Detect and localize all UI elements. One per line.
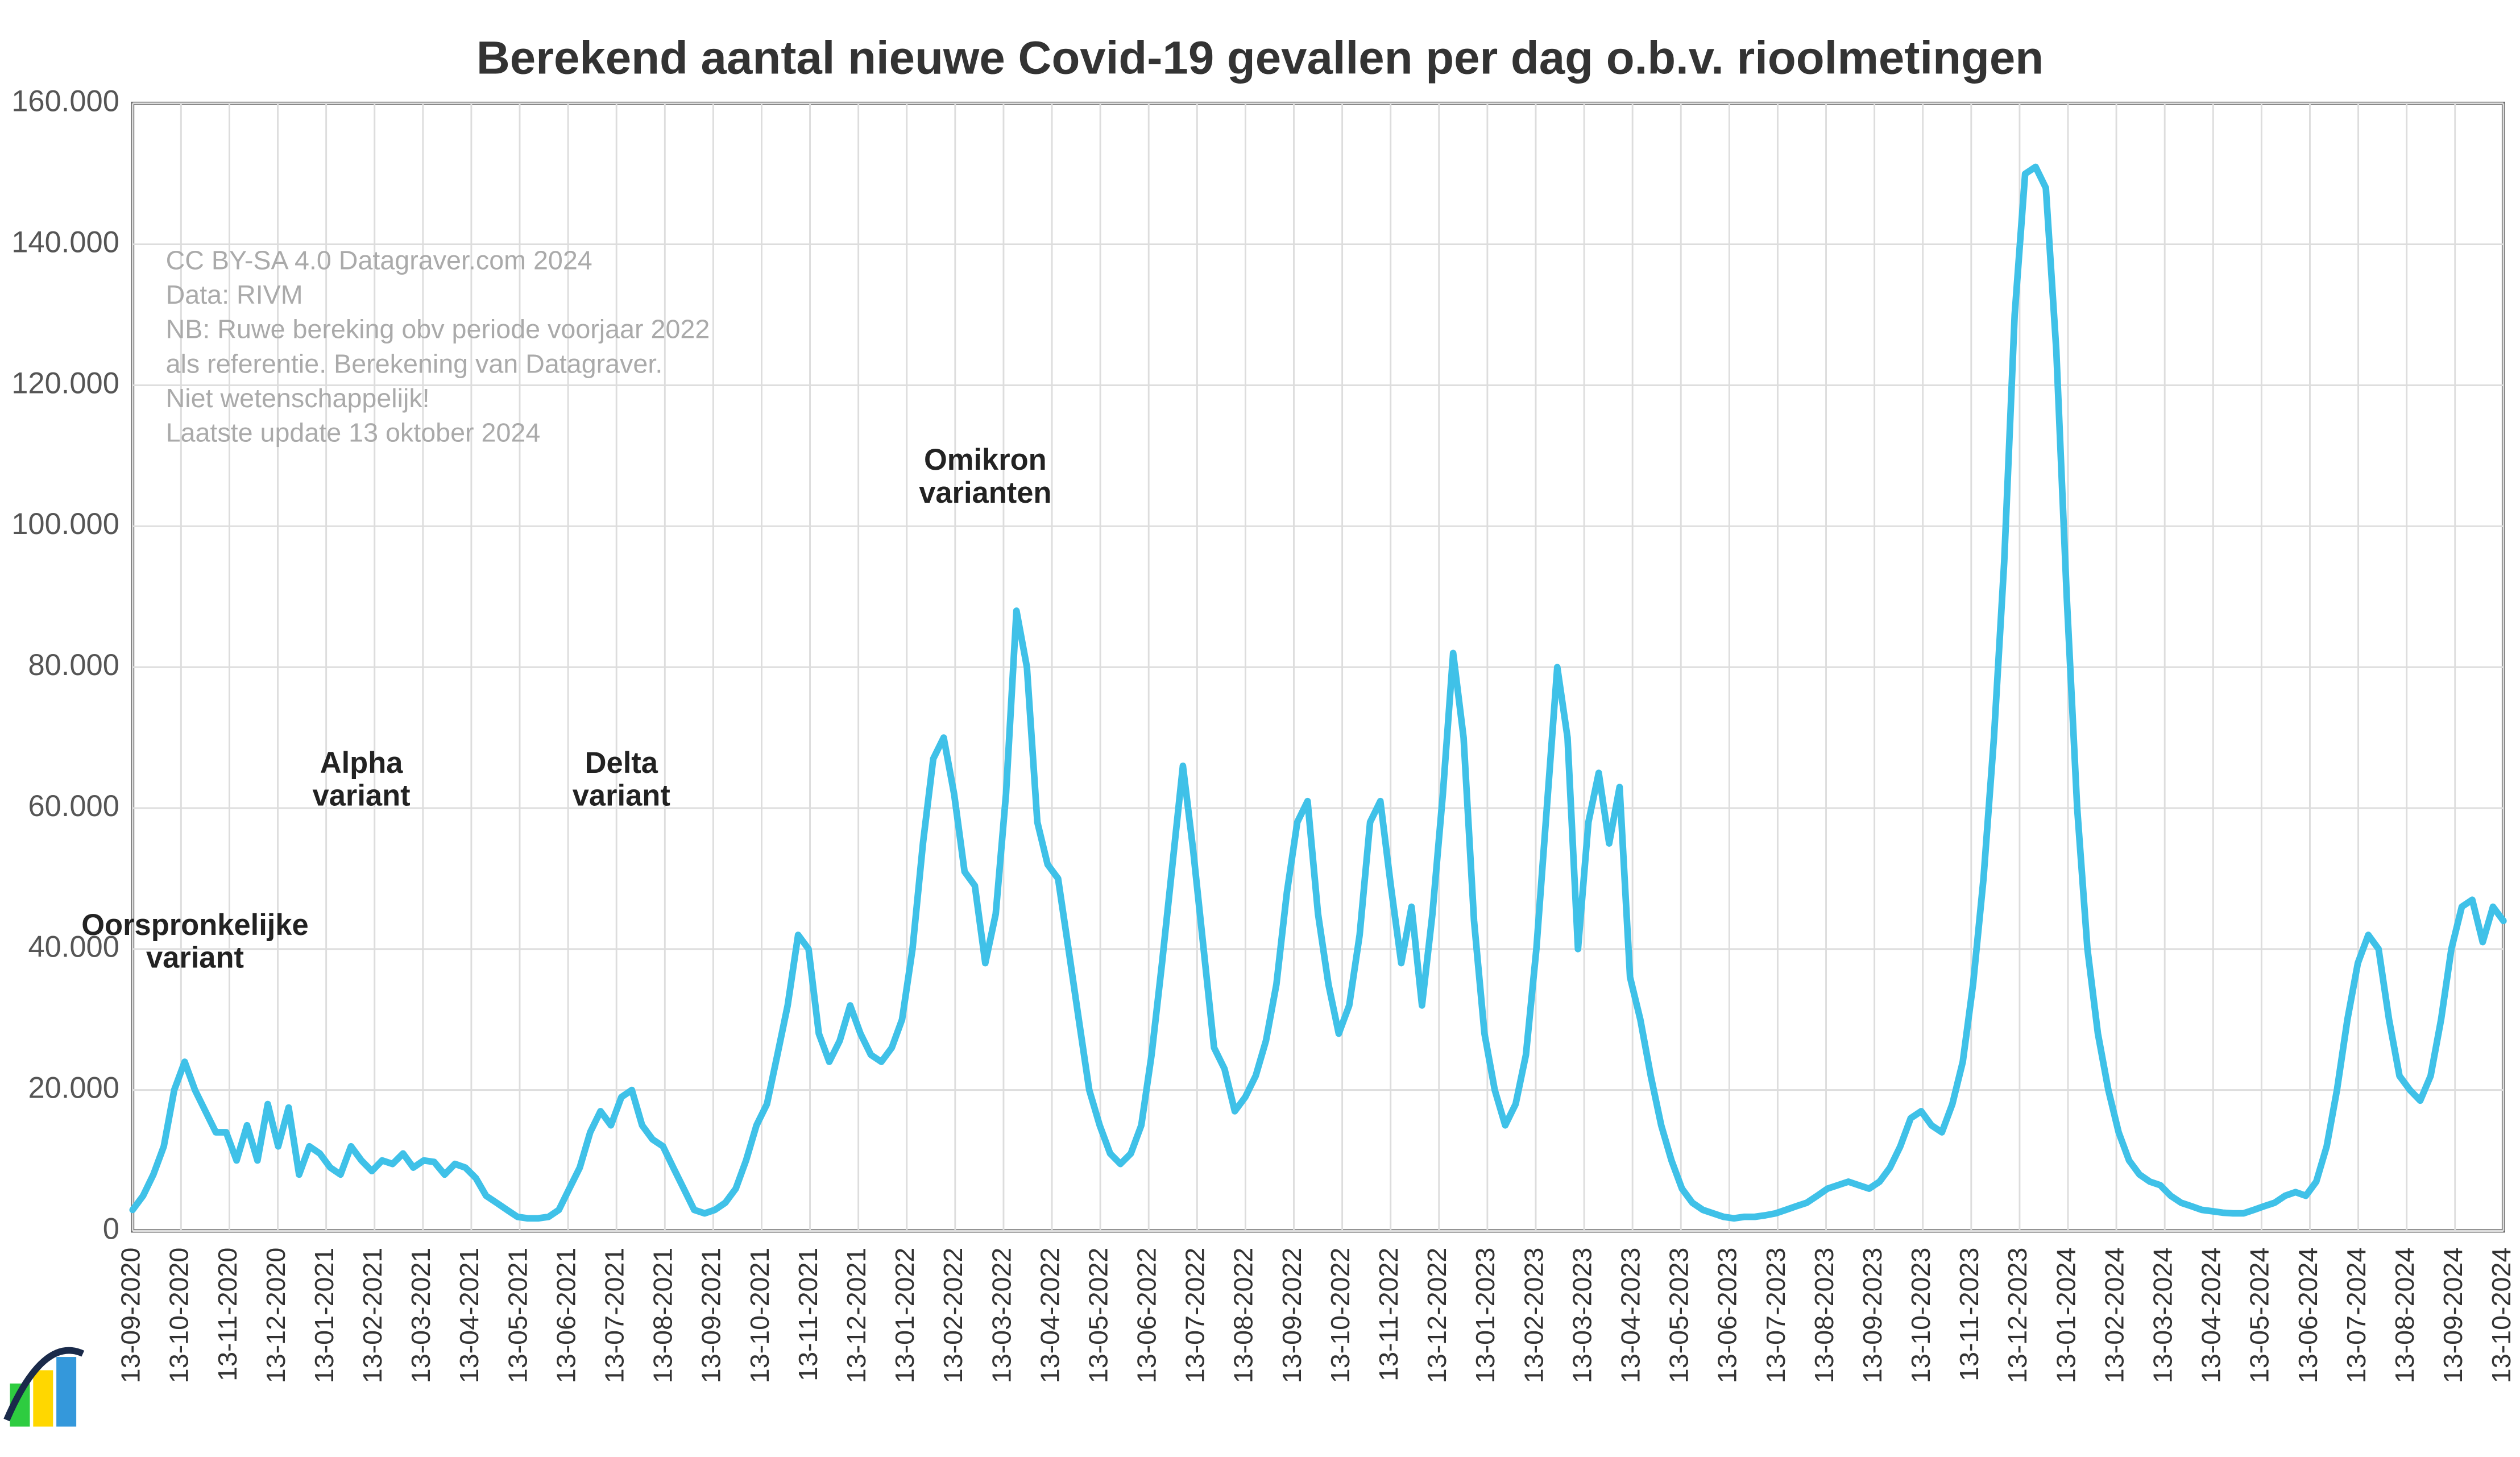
x-tick-label: 13-06-2023 <box>1713 1248 1742 1384</box>
x-tick-label: 13-07-2022 <box>1180 1248 1210 1384</box>
x-tick-label: 13-09-2023 <box>1858 1248 1887 1384</box>
x-tick-label: 13-05-2024 <box>2245 1248 2274 1384</box>
x-tick-label: 13-12-2023 <box>2003 1248 2032 1384</box>
x-tick-label: 13-07-2023 <box>1761 1248 1790 1384</box>
x-tick-label: 13-02-2023 <box>1519 1248 1548 1384</box>
x-tick-label: 13-10-2020 <box>164 1248 194 1384</box>
x-tick-label: 13-10-2022 <box>1325 1248 1355 1384</box>
credit-line: NB: Ruwe bereking obv periode voorjaar 2… <box>166 314 710 344</box>
x-tick-label: 13-11-2023 <box>1954 1248 1984 1381</box>
y-tick-label: 20.000 <box>28 1071 119 1105</box>
x-tick-label: 13-12-2022 <box>1422 1248 1452 1384</box>
y-tick-label: 120.000 <box>11 366 119 400</box>
x-tick-label: 13-12-2021 <box>842 1248 871 1384</box>
x-tick-label: 13-08-2024 <box>2390 1248 2419 1384</box>
x-tick-label: 13-09-2021 <box>697 1248 726 1384</box>
x-tick-label: 13-01-2021 <box>309 1248 339 1384</box>
x-tick-label: 13-11-2020 <box>213 1248 242 1381</box>
credit-line: Laatste update 13 oktober 2024 <box>166 418 541 448</box>
x-tick-label: 13-12-2020 <box>261 1248 291 1384</box>
logo-bar-icon <box>33 1370 53 1426</box>
credit-line: Data: RIVM <box>166 280 303 309</box>
logo-bar-icon <box>56 1357 76 1426</box>
chart-background <box>0 20 2520 1437</box>
credit-line: Niet wetenschappelijk! <box>166 383 430 413</box>
x-tick-label: 13-03-2021 <box>406 1248 436 1384</box>
y-tick-label: 100.000 <box>11 507 119 541</box>
x-tick-label: 13-06-2022 <box>1132 1248 1162 1384</box>
x-tick-label: 13-02-2022 <box>938 1248 968 1384</box>
x-tick-label: 13-03-2024 <box>2148 1248 2178 1384</box>
y-tick-label: 160.000 <box>11 85 119 118</box>
x-tick-label: 13-04-2024 <box>2196 1248 2226 1384</box>
credit-line: als referentie. Berekening van Datagrave… <box>166 349 663 378</box>
x-tick-label: 13-04-2023 <box>1615 1248 1645 1384</box>
chart-title: Berekend aantal nieuwe Covid-19 gevallen… <box>476 32 2044 84</box>
x-tick-label: 13-04-2021 <box>454 1248 484 1384</box>
x-tick-label: 13-05-2022 <box>1083 1248 1113 1384</box>
y-tick-label: 80.000 <box>28 648 119 682</box>
x-tick-label: 13-10-2024 <box>2486 1248 2516 1384</box>
x-tick-label: 13-03-2023 <box>1567 1248 1597 1384</box>
x-tick-label: 13-05-2021 <box>503 1248 532 1384</box>
variant-annotation: Omikronvarianten <box>919 443 1051 510</box>
variant-annotation: Deltavariant <box>573 746 670 813</box>
x-tick-label: 13-06-2021 <box>551 1248 581 1384</box>
x-tick-label: 13-04-2022 <box>1035 1248 1064 1384</box>
x-tick-label: 13-03-2022 <box>987 1248 1016 1384</box>
x-tick-label: 13-10-2023 <box>1906 1248 1935 1384</box>
x-tick-label: 13-01-2022 <box>890 1248 919 1384</box>
x-tick-label: 13-01-2024 <box>2051 1248 2080 1384</box>
x-tick-label: 13-05-2023 <box>1664 1248 1694 1384</box>
x-tick-label: 13-01-2023 <box>1470 1248 1500 1384</box>
x-tick-label: 13-10-2021 <box>745 1248 774 1384</box>
y-tick-label: 60.000 <box>28 789 119 823</box>
x-tick-label: 13-08-2023 <box>1809 1248 1839 1384</box>
x-tick-label: 13-08-2021 <box>648 1248 678 1384</box>
x-tick-label: 13-02-2021 <box>358 1248 387 1384</box>
variant-annotation: Alphavariant <box>313 746 411 813</box>
y-tick-label: 140.000 <box>11 225 119 259</box>
x-tick-label: 13-06-2024 <box>2293 1248 2323 1384</box>
y-axis-ticks: 020.00040.00060.00080.000100.000120.0001… <box>11 85 119 1246</box>
y-tick-label: 0 <box>103 1212 119 1245</box>
x-tick-label: 13-07-2024 <box>2341 1248 2371 1384</box>
x-tick-label: 13-07-2021 <box>600 1248 629 1384</box>
x-tick-label: 13-11-2021 <box>793 1248 823 1381</box>
x-tick-label: 13-09-2024 <box>2438 1248 2468 1384</box>
x-tick-label: 13-11-2022 <box>1374 1248 1403 1381</box>
x-tick-label: 13-09-2020 <box>116 1248 146 1384</box>
chart-container: Berekend aantal nieuwe Covid-19 gevallen… <box>0 0 2520 1457</box>
covid-wastewater-chart: Berekend aantal nieuwe Covid-19 gevallen… <box>0 0 2520 1457</box>
x-tick-label: 13-02-2024 <box>2099 1248 2129 1384</box>
x-tick-label: 13-08-2022 <box>1229 1248 1258 1384</box>
x-tick-label: 13-09-2022 <box>1277 1248 1307 1384</box>
credit-line: CC BY-SA 4.0 Datagraver.com 2024 <box>166 245 592 275</box>
